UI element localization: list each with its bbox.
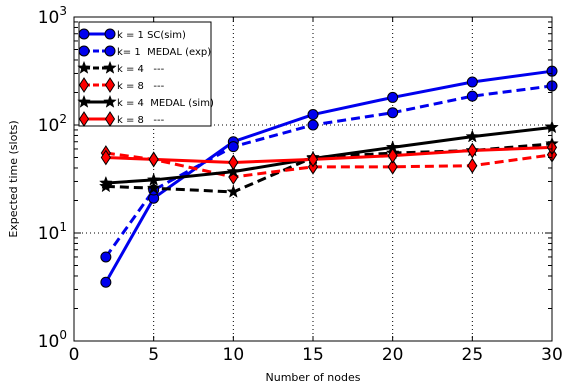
- legend-label: k = 1 SC(sim): [117, 30, 186, 41]
- y-tick-label: 100: [38, 328, 67, 352]
- data-point-series-5: [146, 172, 161, 186]
- data-point-series-5: [465, 129, 480, 143]
- data-point-series-2: [387, 107, 399, 119]
- data-point-series-2: [227, 141, 239, 153]
- legend-label: k = 4 MEDAL (sim): [117, 98, 214, 109]
- x-tick-labels: 0 5 10 15 20 25 30: [69, 345, 563, 365]
- data-point-series-2: [100, 251, 112, 263]
- legend-marker: [104, 111, 116, 127]
- x-tick-label: 30: [541, 345, 563, 365]
- series-line-5: [105, 125, 553, 185]
- legend: k = 1 SC(sim) k= 1 MEDAL (exp) k = 4 --- k …: [77, 21, 214, 127]
- data-point-series-4: [387, 158, 398, 175]
- legend-box: [78, 21, 212, 127]
- y-tick-labels: 100 101 102 103: [38, 4, 67, 352]
- data-point-series-1: [307, 109, 319, 121]
- y-tick-label: 101: [38, 220, 67, 244]
- data-point-series-6: [228, 154, 239, 171]
- x-tick-label: 0: [69, 345, 80, 365]
- data-point-series-6: [100, 149, 111, 166]
- legend-marker: [104, 28, 116, 40]
- y-axis-label: Expected time (slots): [7, 120, 20, 237]
- x-tick-label: 5: [148, 345, 159, 365]
- x-tick-label: 25: [462, 345, 484, 365]
- axis-ticks: [73, 16, 553, 342]
- legend-marker: [103, 60, 117, 74]
- data-point-series-2: [466, 90, 478, 102]
- x-axis-label: Number of nodes: [266, 371, 361, 382]
- legend-marker: [78, 45, 90, 57]
- legend-marker: [78, 111, 90, 127]
- y-tick-label: 103: [38, 4, 67, 28]
- legend-marker: [77, 94, 91, 108]
- data-point-series-6: [387, 147, 398, 164]
- legend-label: k = 8 ---: [117, 81, 165, 92]
- legend-label: k = 4 ---: [117, 64, 165, 75]
- data-point-series-6: [467, 142, 478, 159]
- data-point-series-3: [146, 180, 161, 195]
- data-point-series-3: [226, 184, 241, 198]
- data-point-series-5: [98, 175, 113, 189]
- x-tick-label: 20: [382, 345, 404, 365]
- legend-marker: [78, 28, 90, 40]
- data-point-series-1: [466, 76, 478, 88]
- y-tick-label: 102: [38, 112, 67, 136]
- legend-label: k = 8 ---: [117, 115, 165, 126]
- legend-label: k= 1 MEDAL (exp): [117, 47, 211, 58]
- legend-marker: [104, 77, 116, 93]
- data-point-series-5: [226, 164, 241, 178]
- legend-marker: [78, 77, 90, 93]
- data-point-series-2: [307, 119, 319, 131]
- x-tick-label: 10: [223, 345, 245, 365]
- data-point-series-6: [307, 151, 319, 168]
- data-point-series-6: [148, 151, 159, 168]
- data-point-series-1: [100, 276, 112, 288]
- legend-marker: [77, 60, 91, 74]
- data-point-series-1: [387, 91, 399, 103]
- data-point-series-4: [467, 157, 478, 174]
- legend-marker: [103, 94, 117, 108]
- legend-marker: [104, 45, 116, 57]
- x-tick-label: 15: [302, 345, 324, 365]
